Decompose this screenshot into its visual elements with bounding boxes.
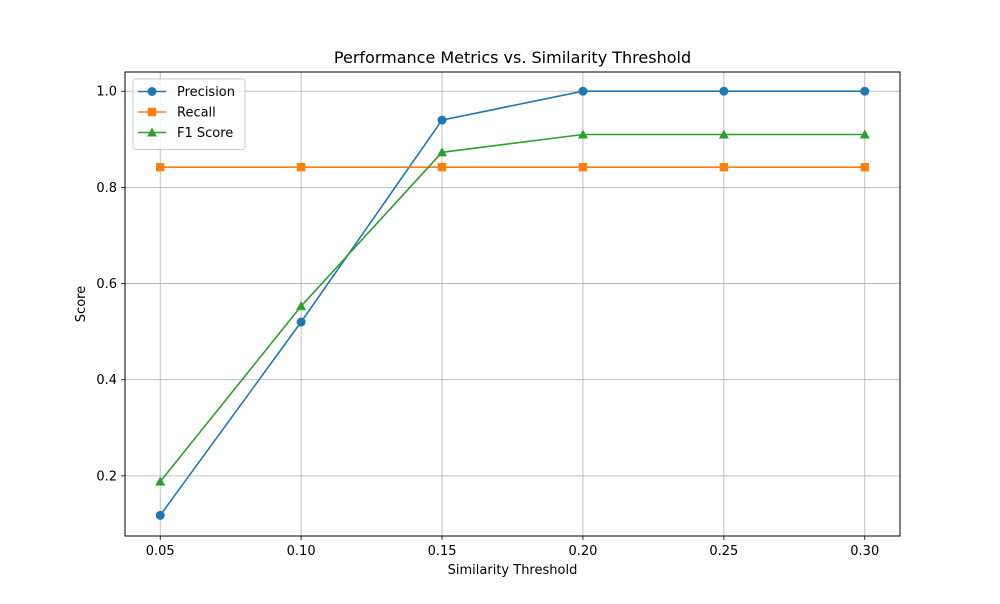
f1-score-point bbox=[718, 129, 729, 139]
legend-swatch-marker bbox=[147, 107, 157, 117]
ticks-layer: 0.05 0.10 0.15 0.20 0.25 0.30 0.2 0.4 0.6 0.8 1.0 bbox=[96, 85, 879, 559]
y-tick-label: 0.8 bbox=[96, 181, 117, 196]
series-layer bbox=[155, 86, 870, 520]
legend: Precision Recall F1 Score bbox=[132, 78, 246, 150]
chart-title: Performance Metrics vs. Similarity Thres… bbox=[334, 48, 691, 67]
legend-swatch-marker bbox=[147, 87, 157, 96]
y-tick-label: 1.0 bbox=[96, 85, 117, 100]
f1-score-point bbox=[437, 147, 448, 157]
recall-point bbox=[860, 163, 869, 172]
f1-score-point bbox=[577, 129, 588, 139]
f1-score-point bbox=[859, 129, 870, 139]
legend-item-precision: Precision bbox=[138, 85, 235, 100]
x-tick-label: 0.30 bbox=[850, 544, 879, 559]
precision-point bbox=[437, 115, 447, 125]
f1-score-point bbox=[155, 476, 166, 486]
precision-point bbox=[296, 317, 306, 327]
f1-score-line bbox=[159, 133, 865, 483]
recall-point bbox=[719, 163, 729, 172]
x-tick-label: 0.10 bbox=[287, 544, 316, 559]
precision-point bbox=[860, 86, 870, 96]
recall-point bbox=[437, 163, 447, 172]
legend-label: Recall bbox=[177, 106, 216, 121]
legend-swatch-marker bbox=[147, 127, 157, 137]
x-axis-title: Similarity Threshold bbox=[448, 563, 578, 578]
series-recall bbox=[156, 163, 869, 172]
legend-label: F1 Score bbox=[177, 126, 233, 141]
plot-frame bbox=[124, 71, 901, 537]
y-tick-label: 0.2 bbox=[96, 469, 117, 484]
legend-item-f1-score: F1 Score bbox=[138, 126, 233, 141]
legend-label: Precision bbox=[177, 85, 235, 100]
x-tick-label: 0.05 bbox=[146, 544, 175, 559]
precision-point bbox=[578, 86, 588, 96]
recall-point bbox=[296, 163, 306, 172]
y-tick-label: 0.4 bbox=[96, 373, 117, 388]
series-precision bbox=[155, 86, 870, 520]
y-tick-label: 0.6 bbox=[96, 277, 117, 292]
recall-point bbox=[156, 163, 165, 172]
precision-point bbox=[155, 510, 165, 520]
precision-point bbox=[719, 86, 729, 96]
y-axis-title: Score bbox=[74, 286, 89, 322]
precision-line bbox=[159, 90, 865, 516]
x-tick-label: 0.25 bbox=[709, 544, 738, 559]
recall-point bbox=[578, 163, 588, 172]
x-tick-label: 0.15 bbox=[428, 544, 457, 559]
f1-score-point bbox=[296, 301, 307, 311]
series-f1-score bbox=[155, 129, 870, 486]
legend-item-recall: Recall bbox=[138, 106, 216, 121]
x-tick-label: 0.20 bbox=[568, 544, 597, 559]
